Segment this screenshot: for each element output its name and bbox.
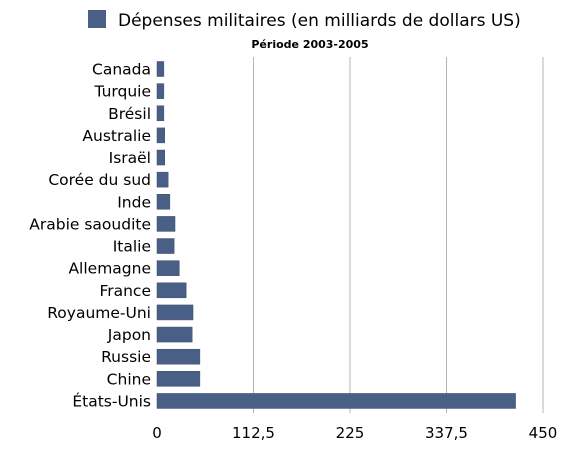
category-label: Turquie bbox=[93, 83, 151, 101]
bar bbox=[156, 149, 165, 166]
bar bbox=[156, 171, 169, 188]
bar bbox=[156, 326, 193, 343]
bar bbox=[156, 238, 175, 254]
bar bbox=[156, 371, 201, 387]
gridlines bbox=[253, 57, 544, 413]
category-label: Canada bbox=[92, 61, 151, 79]
bar bbox=[156, 260, 180, 276]
bar bbox=[156, 304, 194, 321]
chart-subtitle: Période 2003-2005 bbox=[251, 38, 368, 51]
bar bbox=[156, 127, 165, 144]
bar bbox=[156, 282, 187, 299]
category-label: France bbox=[99, 282, 151, 300]
category-label: Arabie saoudite bbox=[29, 215, 151, 233]
bar bbox=[156, 83, 165, 99]
bar bbox=[156, 105, 165, 122]
bar bbox=[156, 348, 201, 365]
legend: Dépenses militaires (en milliards de dol… bbox=[88, 10, 521, 31]
category-label: Inde bbox=[117, 193, 151, 211]
category-label: États-Unis bbox=[72, 391, 151, 410]
category-label: Corée du sud bbox=[48, 171, 151, 189]
category-label: Australie bbox=[82, 127, 151, 145]
x-tick-label: 337,5 bbox=[425, 424, 468, 442]
x-tick-label: 112,5 bbox=[232, 424, 275, 442]
category-label: Japon bbox=[107, 326, 151, 344]
bars bbox=[156, 61, 516, 409]
x-tick-label: 450 bbox=[529, 424, 558, 442]
category-label: Brésil bbox=[108, 105, 151, 123]
category-label: Royaume-Uni bbox=[47, 304, 151, 322]
x-tick-label: 0 bbox=[152, 424, 162, 442]
category-label: Italie bbox=[113, 238, 151, 256]
bar bbox=[156, 61, 165, 77]
x-tick-label: 225 bbox=[336, 424, 365, 442]
bar bbox=[156, 393, 516, 409]
category-label: Allemagne bbox=[68, 260, 151, 278]
bar bbox=[156, 216, 176, 232]
x-axis-ticks: 0 112,5 225 337,5 450 bbox=[152, 424, 557, 442]
category-label: Russie bbox=[101, 348, 151, 366]
category-label: Chine bbox=[107, 370, 151, 388]
bar bbox=[156, 194, 171, 210]
legend-label: Dépenses militaires (en milliards de dol… bbox=[118, 11, 521, 31]
category-labels: Canada Turquie Brésil Australie Israël Corée … bbox=[29, 61, 151, 411]
category-label: Israël bbox=[109, 149, 151, 167]
legend-swatch bbox=[88, 10, 106, 28]
